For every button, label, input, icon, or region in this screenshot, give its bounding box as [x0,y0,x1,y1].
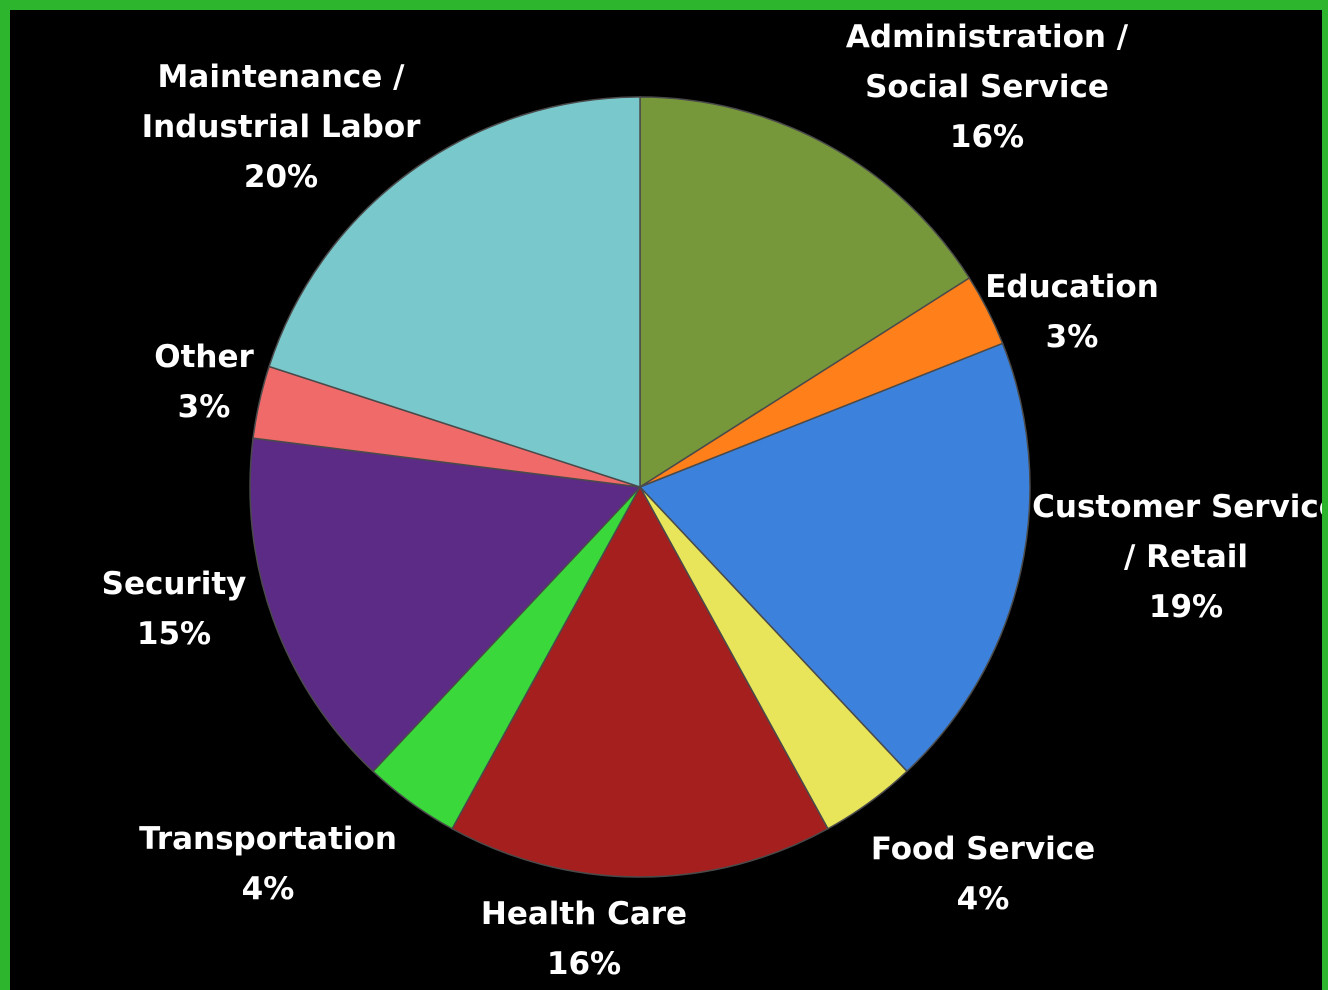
pie-labels: Administration / Social Service 16% Educati… [102,19,1328,982]
slice-label-7: Other 3% [154,339,254,425]
slice-name-0-line-0: Administration / [846,19,1129,55]
slice-name-4-line-0: Health Care [481,896,687,932]
slice-value-6: 15% [137,616,211,652]
slice-value-4: 16% [547,946,621,982]
slice-name-6-line-0: Security [102,566,247,602]
slice-name-2-line-1: / Retail [1124,539,1248,575]
slice-label-4: Health Care 16% [481,896,687,982]
slice-name-1-line-0: Education [985,269,1159,305]
pie-slices [249,96,1031,878]
slice-label-5: Transportation 4% [139,821,397,907]
slice-label-6: Security 15% [102,566,247,652]
slice-name-0-line-1: Social Service [865,69,1109,105]
pie-slice-2 [638,342,1031,773]
pie-slice-8 [268,96,641,489]
slice-value-0: 16% [950,119,1024,155]
slice-value-5: 4% [242,871,295,907]
slice-value-1: 3% [1046,319,1099,355]
pie-slice-6 [249,437,642,773]
pie-slice-4 [451,485,829,878]
slice-value-3: 4% [957,881,1010,917]
slice-value-2: 19% [1149,589,1223,625]
slice-value-7: 3% [178,389,231,425]
slice-label-8: Maintenance / Industrial Labor 20% [142,59,422,195]
slice-name-8-line-0: Maintenance / [158,59,406,95]
slice-name-5-line-0: Transportation [139,821,397,857]
slice-name-2-line-0: Customer Service [1032,489,1328,525]
slice-label-1: Education 3% [985,269,1159,355]
slice-name-8-line-1: Industrial Labor [142,109,422,145]
slice-name-3-line-0: Food Service [871,831,1095,867]
pie-slice-0 [639,96,971,489]
slice-label-2: Customer Service / Retail 19% [1032,489,1328,625]
slice-value-8: 20% [244,159,318,195]
slice-name-7-line-0: Other [154,339,254,375]
slice-label-3: Food Service 4% [871,831,1095,917]
slice-label-0: Administration / Social Service 16% [846,19,1129,155]
